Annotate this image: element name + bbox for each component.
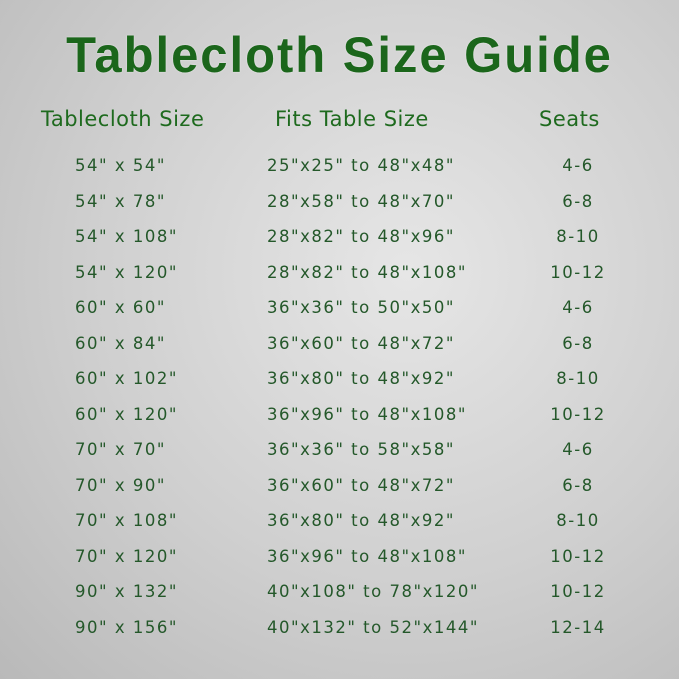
table-row: 60" x 60" 36"x36" to 50"x50" 4-6 [0,298,679,334]
seats-cell: 4-6 [562,440,594,459]
seats-cell: 10-12 [550,262,606,282]
seats-cell: 12-14 [550,617,606,637]
fits-table-size-cell: 40"x108" to 78"x120" [267,582,479,601]
seats-cell: 4-6 [562,298,594,317]
table-row: 54" x 108" 28"x82" to 48"x96" 8-10 [0,227,679,263]
fits-table-size-cell: 36"x80" to 48"x92" [267,369,455,388]
fits-table-size-cell: 36"x80" to 48"x92" [267,511,455,530]
fits-table-size-cell: 28"x58" to 48"x70" [267,191,455,211]
tablecloth-size-cell: 54" x 54" [75,156,166,175]
table-row: 70" x 108" 36"x80" to 48"x92" 8-10 [0,511,679,547]
tablecloth-size-cell: 70" x 120" [75,546,178,566]
header-fits-table-size: Fits Table Size [275,107,429,131]
table-row: 54" x 78" 28"x58" to 48"x70" 6-8 [0,192,679,228]
tablecloth-size-cell: 70" x 70" [75,440,166,459]
table-row: 70" x 70" 36"x36" to 58"x58" 4-6 [0,440,679,476]
fits-table-size-cell: 36"x36" to 58"x58" [267,440,455,459]
table-row: 54" x 54" 25"x25" to 48"x48" 4-6 [0,156,679,192]
table-row: 70" x 90" 36"x60" to 48"x72" 6-8 [0,476,679,512]
table-row: 60" x 84" 36"x60" to 48"x72" 6-8 [0,334,679,370]
fits-table-size-cell: 28"x82" to 48"x96" [267,227,455,246]
seats-cell: 8-10 [556,227,600,246]
tablecloth-size-cell: 54" x 78" [75,191,166,211]
header-tablecloth-size: Tablecloth Size [41,107,205,131]
tablecloth-size-cell: 70" x 90" [75,475,166,495]
seats-cell: 10-12 [550,404,606,424]
seats-cell: 4-6 [562,156,594,175]
seats-cell: 10-12 [550,582,606,601]
tablecloth-size-cell: 60" x 60" [75,298,166,317]
tablecloth-size-cell: 70" x 108" [75,511,178,530]
header-seats: Seats [539,107,600,131]
tablecloth-size-cell: 90" x 132" [75,582,178,601]
tablecloth-size-cell: 60" x 120" [75,404,178,424]
seats-cell: 10-12 [550,546,606,566]
tablecloth-size-cell: 90" x 156" [75,617,178,637]
fits-table-size-cell: 36"x96" to 48"x108" [267,404,467,424]
seats-cell: 8-10 [556,369,600,388]
table-row: 90" x 132" 40"x108" to 78"x120" 10-12 [0,582,679,618]
page-title: Tablecloth Size Guide [66,27,613,83]
table-row: 54" x 120" 28"x82" to 48"x108" 10-12 [0,263,679,299]
fits-table-size-cell: 40"x132" to 52"x144" [267,617,479,637]
seats-cell: 6-8 [562,475,594,495]
seats-cell: 6-8 [562,191,594,211]
table-row: 60" x 102" 36"x80" to 48"x92" 8-10 [0,369,679,405]
table-row: 60" x 120" 36"x96" to 48"x108" 10-12 [0,405,679,441]
tablecloth-size-cell: 60" x 102" [75,369,178,388]
fits-table-size-cell: 28"x82" to 48"x108" [267,262,467,282]
fits-table-size-cell: 36"x36" to 50"x50" [267,298,455,317]
table-row: 90" x 156" 40"x132" to 52"x144" 12-14 [0,618,679,654]
fits-table-size-cell: 36"x60" to 48"x72" [267,475,455,495]
fits-table-size-cell: 36"x96" to 48"x108" [267,546,467,566]
table-row: 70" x 120" 36"x96" to 48"x108" 10-12 [0,547,679,583]
tablecloth-size-cell: 60" x 84" [75,333,166,353]
seats-cell: 6-8 [562,333,594,353]
tablecloth-size-cell: 54" x 120" [75,262,178,282]
seats-cell: 8-10 [556,511,600,530]
tablecloth-size-cell: 54" x 108" [75,227,178,246]
fits-table-size-cell: 36"x60" to 48"x72" [267,333,455,353]
fits-table-size-cell: 25"x25" to 48"x48" [267,156,455,175]
